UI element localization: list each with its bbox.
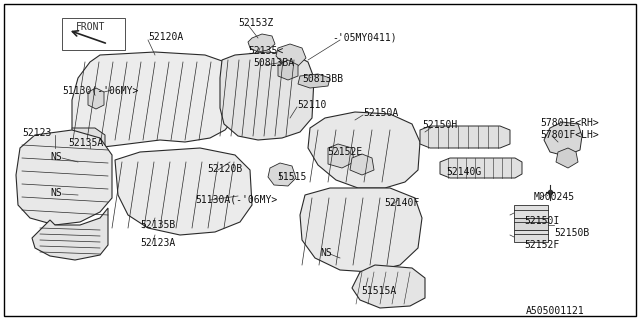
Text: 52150B: 52150B [554,228,589,238]
Text: 57801E<RH>: 57801E<RH> [540,118,599,128]
Text: 52135A: 52135A [68,138,103,148]
Text: 51515: 51515 [277,172,307,182]
Text: 50813BA: 50813BA [253,58,294,68]
Polygon shape [276,44,306,66]
Text: 52120B: 52120B [207,164,243,174]
Polygon shape [72,128,105,155]
Polygon shape [328,144,354,168]
Text: 51130A(-'06MY>: 51130A(-'06MY> [195,194,277,204]
Polygon shape [308,112,420,188]
Polygon shape [72,52,235,148]
Polygon shape [352,265,425,308]
Text: 52152E: 52152E [327,147,362,157]
Polygon shape [278,60,298,80]
Polygon shape [514,230,548,242]
Text: 52152F: 52152F [524,240,559,250]
Polygon shape [544,122,582,156]
Text: 52140F: 52140F [384,198,419,208]
Polygon shape [248,34,275,52]
Text: 52150A: 52150A [363,108,398,118]
Text: NS: NS [50,188,61,198]
Text: 51515A: 51515A [361,286,396,296]
Polygon shape [16,130,112,225]
Polygon shape [514,205,548,218]
Polygon shape [300,188,422,272]
Text: 57801F<LH>: 57801F<LH> [540,130,599,140]
Polygon shape [220,52,314,140]
Polygon shape [268,163,296,186]
Polygon shape [420,126,510,148]
Polygon shape [88,88,104,109]
Polygon shape [298,74,330,88]
Text: FRONT: FRONT [76,22,106,32]
Polygon shape [32,208,108,260]
Polygon shape [514,218,548,230]
Text: 52123: 52123 [22,128,51,138]
Text: 52153Z: 52153Z [238,18,273,28]
Text: 52123A: 52123A [140,238,175,248]
Text: 52135<: 52135< [248,46,284,56]
Text: NS: NS [50,152,61,162]
Text: 50813BB: 50813BB [302,74,343,84]
Text: 52150I: 52150I [524,216,559,226]
Text: 52150H: 52150H [422,120,457,130]
Text: 52140G: 52140G [446,167,481,177]
Text: 52110: 52110 [297,100,326,110]
Text: A505001121: A505001121 [526,306,585,316]
Text: -'05MY0411): -'05MY0411) [332,32,397,42]
Text: 51130(-'06MY>: 51130(-'06MY> [62,85,138,95]
Polygon shape [556,148,578,168]
Polygon shape [350,154,374,175]
Text: 52135B: 52135B [140,220,175,230]
Text: NS: NS [320,248,332,258]
Polygon shape [115,148,252,235]
Polygon shape [440,158,522,178]
Text: 52120A: 52120A [148,32,183,42]
Text: M000245: M000245 [534,192,575,202]
